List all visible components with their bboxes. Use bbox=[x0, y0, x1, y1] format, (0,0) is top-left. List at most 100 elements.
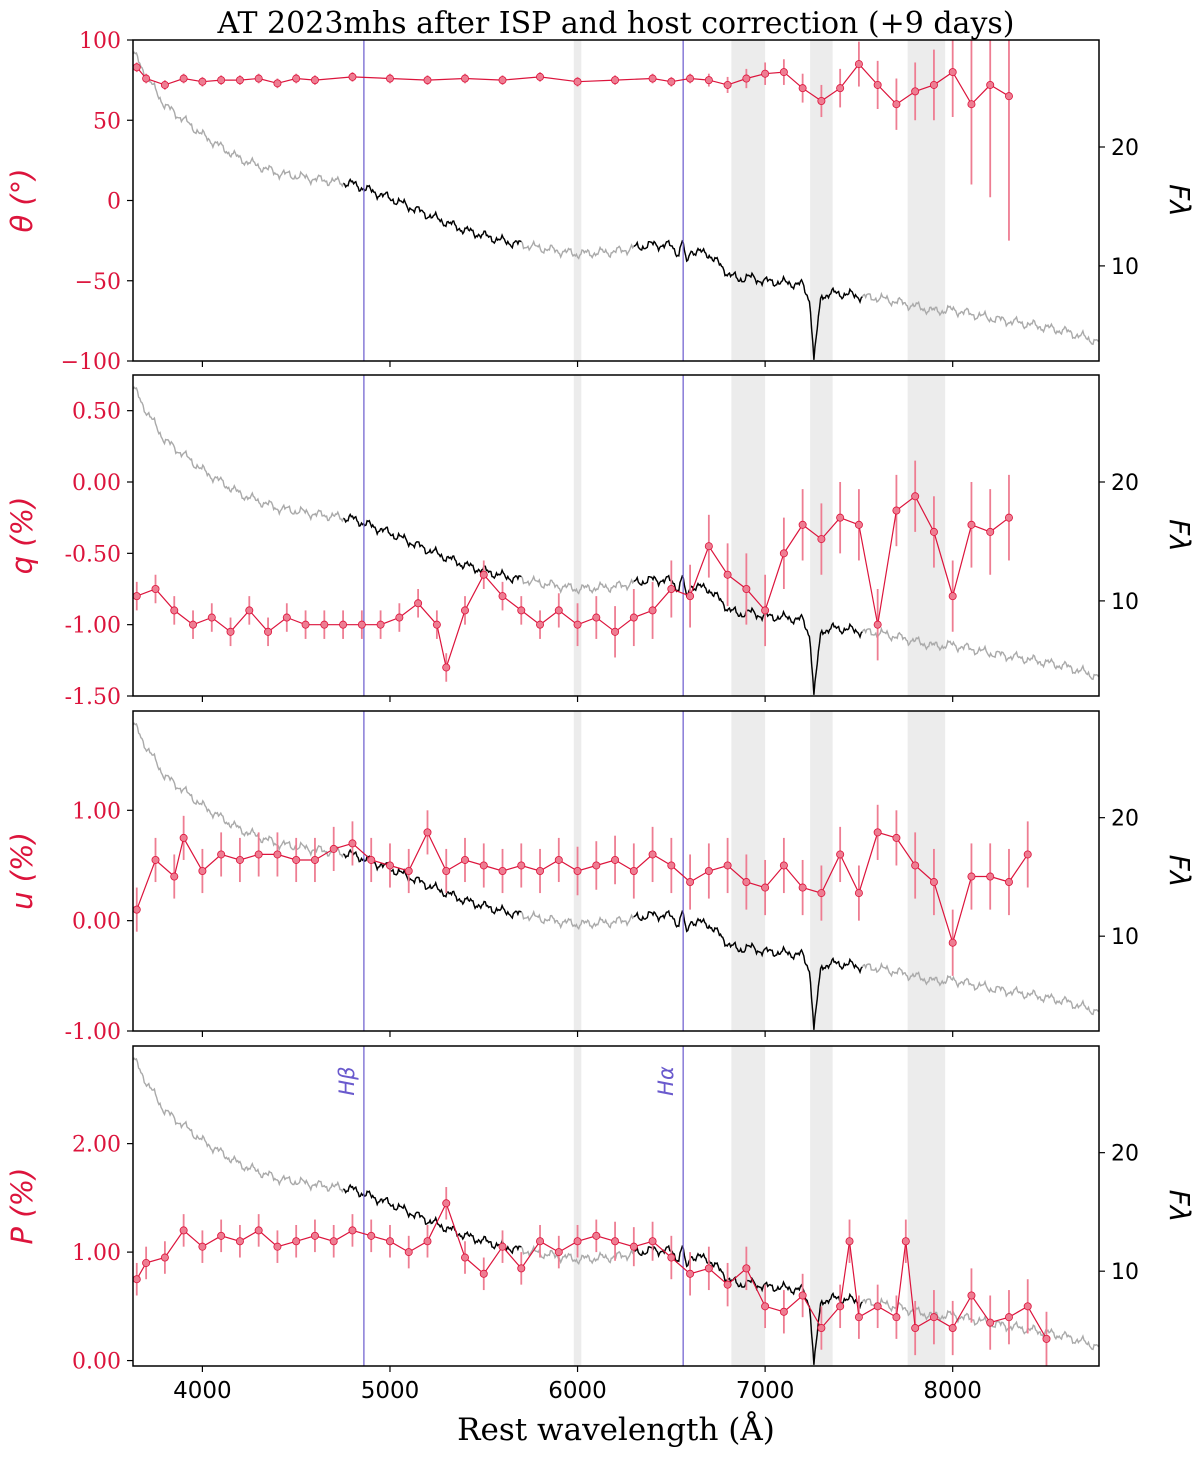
flux-axis-label: Fλ bbox=[1163, 1190, 1196, 1223]
data-point bbox=[442, 1199, 451, 1208]
data-point bbox=[573, 620, 582, 629]
data-point bbox=[235, 76, 244, 85]
data-point bbox=[292, 1237, 301, 1246]
data-point bbox=[170, 872, 179, 881]
data-point bbox=[761, 1302, 770, 1311]
data-point bbox=[986, 527, 995, 536]
data-point bbox=[723, 861, 732, 870]
data-point bbox=[742, 878, 751, 887]
data-point bbox=[854, 1313, 863, 1322]
panel-frame bbox=[132, 710, 1100, 1032]
data-point bbox=[948, 592, 957, 601]
panel-2: 0.50 0.00 -0.50 -1.00 -1.50 q (%) 10 20 Fλ bbox=[5, 374, 1196, 710]
data-point bbox=[854, 60, 863, 69]
data-point bbox=[160, 1253, 169, 1262]
data-point bbox=[704, 1264, 713, 1273]
data-point bbox=[442, 663, 451, 672]
data-point bbox=[611, 1237, 620, 1246]
data-point bbox=[498, 76, 507, 85]
shaded-band bbox=[731, 40, 766, 361]
data-point bbox=[1042, 1334, 1051, 1343]
data-point bbox=[611, 76, 620, 85]
data-point bbox=[217, 850, 226, 859]
data-point bbox=[629, 1242, 638, 1251]
data-point bbox=[517, 861, 526, 870]
panel-frame bbox=[132, 1045, 1100, 1367]
flux-axis-label: Fλ bbox=[1163, 184, 1196, 217]
x-tick-label: 4000 bbox=[173, 1378, 232, 1404]
shaded-band bbox=[907, 375, 946, 696]
data-point bbox=[554, 1248, 563, 1257]
plot-area bbox=[133, 375, 1099, 696]
data-point bbox=[929, 1313, 938, 1322]
data-point bbox=[367, 855, 376, 864]
data-point bbox=[817, 1324, 826, 1333]
y-axis-label: u (%) bbox=[5, 832, 39, 910]
flux-tick-label: 20 bbox=[1111, 807, 1139, 832]
data-point bbox=[367, 1231, 376, 1240]
data-point bbox=[432, 620, 441, 629]
flux-axis-label: Fλ bbox=[1163, 519, 1196, 552]
data-point bbox=[723, 570, 732, 579]
data-point bbox=[948, 938, 957, 947]
data-point bbox=[629, 867, 638, 876]
data-point bbox=[292, 855, 301, 864]
data-point bbox=[133, 905, 141, 914]
data-point bbox=[817, 535, 826, 544]
data-point bbox=[873, 80, 882, 89]
data-point bbox=[798, 84, 807, 93]
data-point bbox=[686, 1269, 695, 1278]
data-point bbox=[133, 63, 141, 72]
data-point bbox=[911, 492, 920, 501]
y-axis-label: θ (°) bbox=[5, 168, 39, 232]
data-point bbox=[704, 542, 713, 551]
data-point bbox=[423, 828, 432, 837]
data-point bbox=[798, 1291, 807, 1300]
y-axis-label: P (%) bbox=[5, 1168, 39, 1245]
data-point bbox=[704, 76, 713, 85]
shaded-band bbox=[810, 40, 833, 361]
data-point bbox=[385, 1237, 394, 1246]
data-point bbox=[779, 549, 788, 558]
y-tick-label: -1.00 bbox=[65, 614, 121, 639]
panel-frame bbox=[132, 374, 1100, 697]
flux-axis-label: Fλ bbox=[1163, 855, 1196, 888]
data-point bbox=[385, 861, 394, 870]
data-point bbox=[536, 1237, 545, 1246]
data-point bbox=[1004, 1313, 1013, 1322]
data-point bbox=[742, 74, 751, 83]
data-point bbox=[461, 74, 470, 83]
line-marker-label: Hβ bbox=[335, 1066, 359, 1095]
data-point bbox=[986, 1318, 995, 1327]
data-point bbox=[648, 850, 657, 859]
data-point bbox=[686, 592, 695, 601]
data-point bbox=[348, 839, 357, 848]
data-point bbox=[133, 1275, 141, 1284]
data-point bbox=[817, 889, 826, 898]
data-point bbox=[170, 606, 179, 615]
plot-area bbox=[133, 1046, 1099, 1366]
y-tick-label: -1.00 bbox=[65, 1020, 121, 1045]
data-point bbox=[1023, 1302, 1032, 1311]
data-point bbox=[929, 527, 938, 536]
data-point bbox=[498, 592, 507, 601]
flux-tick-label: 20 bbox=[1111, 471, 1139, 496]
data-point bbox=[198, 867, 207, 876]
data-point bbox=[395, 613, 404, 622]
data-point bbox=[498, 867, 507, 876]
data-point bbox=[911, 861, 920, 870]
data-point bbox=[1004, 878, 1013, 887]
data-point bbox=[179, 833, 188, 842]
data-point bbox=[254, 850, 263, 859]
data-point bbox=[404, 867, 413, 876]
data-point bbox=[611, 627, 620, 636]
plot-area bbox=[133, 40, 1099, 361]
y-tick-label: 0.00 bbox=[72, 471, 121, 496]
y-tick-label: −50 bbox=[75, 270, 121, 295]
data-point bbox=[798, 520, 807, 529]
data-point bbox=[235, 855, 244, 864]
data-point bbox=[667, 585, 676, 594]
data-point bbox=[320, 620, 329, 629]
data-point bbox=[498, 1242, 507, 1251]
